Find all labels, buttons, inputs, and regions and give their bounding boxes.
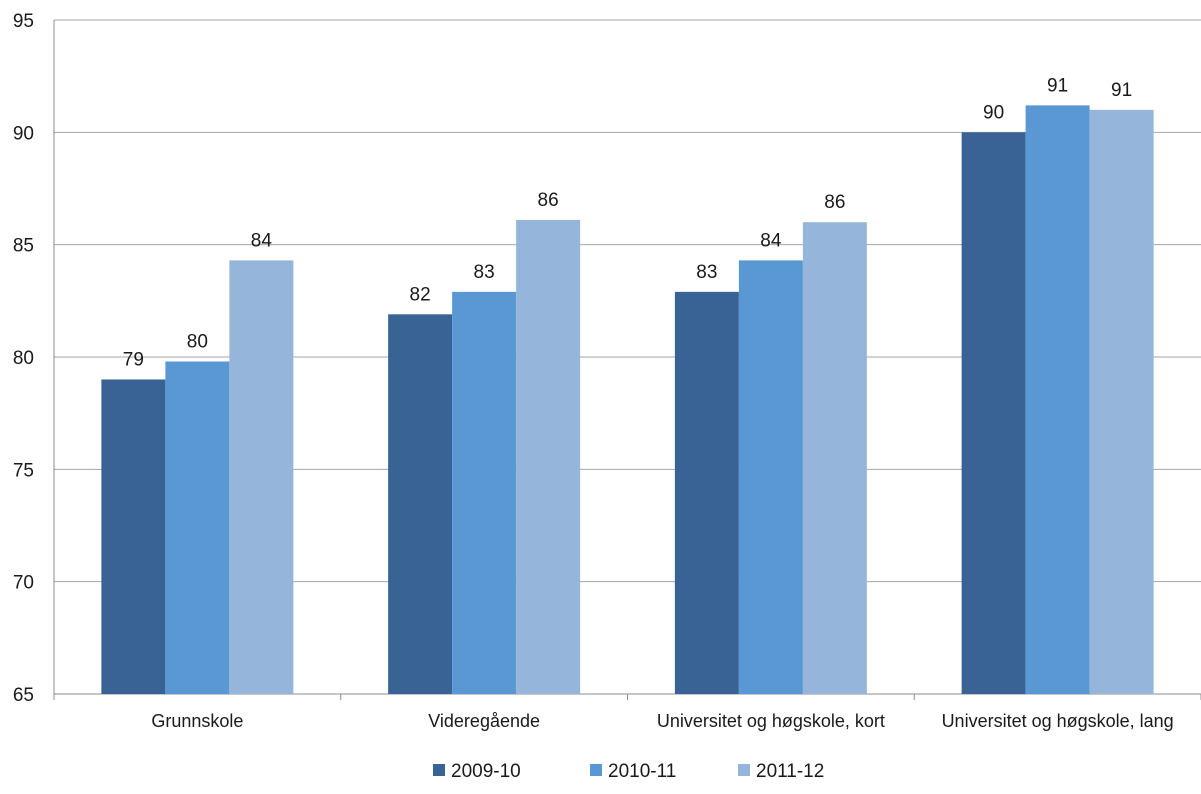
legend-swatch [738,764,750,776]
bar [388,314,453,694]
data-label: 83 [696,262,717,283]
legend-label: 2011-12 [756,761,824,782]
x-tick-label: Videregående [428,711,540,731]
x-tick-label: Universitet og høgskole, kort [657,711,885,731]
bar [452,291,517,694]
bar [674,291,739,694]
data-label: 84 [251,230,273,251]
x-tick-label: Grunnskole [151,711,243,731]
y-tick-label: 75 [13,460,34,481]
bar [802,222,867,694]
bar [1025,105,1090,694]
bar [738,260,803,694]
y-tick-label: 85 [13,236,34,257]
data-label: 82 [410,284,431,305]
bar [961,132,1026,695]
data-label: 83 [474,262,495,283]
data-label: 91 [1111,80,1132,101]
y-tick-label: 70 [13,573,34,594]
legend-label: 2009-10 [451,761,521,782]
bar [516,219,581,694]
data-label: 91 [1047,75,1068,96]
data-label: 86 [538,190,559,211]
y-tick-label: 90 [13,123,34,144]
legend-swatch [590,764,602,776]
x-tick-label: Universitet og høgskole, lang [942,711,1174,731]
bar [229,260,294,694]
bar [101,379,166,694]
data-label: 79 [123,349,144,370]
data-label: 86 [824,192,845,213]
data-label: 80 [187,331,208,352]
bar [1089,109,1154,694]
data-label: 90 [983,102,1004,123]
y-tick-label: 80 [13,348,34,369]
bar [165,361,230,694]
legend-swatch [433,764,445,776]
data-label: 84 [760,230,782,251]
y-tick-label: 65 [13,685,34,706]
legend-label: 2010-11 [608,761,676,782]
y-tick-label: 95 [13,11,34,32]
